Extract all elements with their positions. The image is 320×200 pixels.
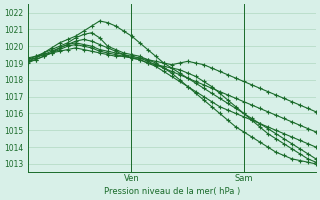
X-axis label: Pression niveau de la mer( hPa ): Pression niveau de la mer( hPa ): [104, 187, 240, 196]
